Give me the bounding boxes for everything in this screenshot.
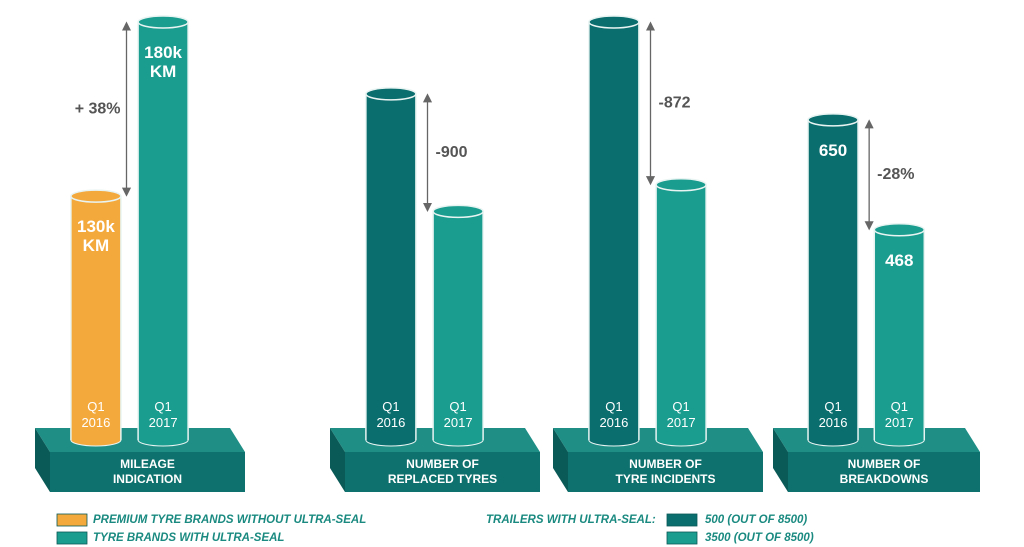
bar [808,119,859,440]
difference-label: -28% [877,166,914,183]
legend-label: 3500 (OUT OF 8500) [705,532,814,544]
category-label: Q1 2016 [599,399,628,430]
plinth-side [773,428,788,492]
legend-swatch [56,513,88,527]
bar [365,93,416,440]
category-label-line: Q1 [87,399,104,414]
value-label-line: KM [150,62,176,81]
bar [588,22,639,440]
bar [138,22,189,440]
category-label-line: Q1 [891,399,908,414]
panel-title-line: REPLACED TYRES [388,472,497,486]
bar [656,184,707,440]
value-label-line: 650 [819,141,847,160]
bar-top [365,87,417,101]
category-label-line: 2016 [819,415,848,430]
value-label: 650 [819,141,847,160]
panel-title-line: TYRE INCIDENTS [615,472,715,486]
category-label-line: 2017 [667,415,696,430]
plinth-front [568,452,763,492]
bar-top [70,189,122,203]
category-label: Q1 2016 [819,399,848,430]
difference-label: -872 [659,95,691,112]
category-label-line: 2017 [149,415,178,430]
panel-title: NUMBER OF BREAKDOWNS [840,457,929,486]
value-label: 130k KM [77,218,115,256]
category-label-line: Q1 [154,399,171,414]
bar-top [137,15,189,29]
value-label-line: 180k [144,43,182,62]
category-label: Q1 2017 [667,399,696,430]
panel-title-line: NUMBER OF [629,457,702,471]
plinth-side [330,428,345,492]
panel-title-line: INDICATION [113,472,182,486]
category-label-line: Q1 [824,399,841,414]
panel-title: NUMBER OF REPLACED TYRES [388,457,497,486]
plinth-front [50,452,245,492]
panel-title-line: BREAKDOWNS [840,472,929,486]
panel-title: MILEAGE INDICATION [113,457,182,486]
legend-swatch [56,531,88,545]
value-label-line: 468 [885,251,913,270]
panel-title-line: NUMBER OF [848,457,921,471]
panel-title-line: MILEAGE [120,457,175,471]
bar-top [432,204,484,219]
category-label-line: 2016 [81,415,110,430]
legend-label: 500 (OUT OF 8500) [705,514,807,526]
legend-label: PREMIUM TYRE BRANDS WITHOUT ULTRA-SEAL [93,514,366,526]
legend-swatch [666,513,698,527]
panel-title: NUMBER OF TYRE INCIDENTS [615,457,715,486]
category-label: Q1 2017 [149,399,178,430]
value-label-line: KM [83,237,109,256]
bar [433,211,484,440]
legend-label: TYRE BRANDS WITH ULTRA-SEAL [93,532,284,544]
bar-top [807,113,859,127]
category-label-line: Q1 [382,399,399,414]
category-label-line: 2016 [599,415,628,430]
difference-label: -900 [436,144,468,161]
bar-top [873,223,926,237]
plinth-side [35,428,50,492]
plinth-front [345,452,540,492]
category-label-line: Q1 [449,399,466,414]
value-label: 468 [885,251,913,270]
category-label-line: 2017 [444,415,473,430]
category-label-line: Q1 [605,399,622,414]
bar [70,196,121,440]
bar [874,229,925,440]
category-label-line: Q1 [672,399,689,414]
category-label: Q1 2017 [444,399,473,430]
category-label: Q1 2016 [81,399,110,430]
category-label: Q1 2017 [885,399,914,430]
legend-swatch [666,531,698,545]
plinth-front [788,452,980,492]
plinth-side [553,428,568,492]
value-label-line: 130k [77,218,115,237]
legend-title: TRAILERS WITH ULTRA-SEAL: [486,514,656,526]
category-label-line: 2016 [376,415,405,430]
value-label: 180k KM [144,43,182,81]
bar-top [655,177,707,192]
panel-title-line: NUMBER OF [406,457,479,471]
difference-label: + 38% [75,100,121,117]
bar-top [588,15,640,29]
category-label: Q1 2016 [376,399,405,430]
category-label-line: 2017 [885,415,914,430]
